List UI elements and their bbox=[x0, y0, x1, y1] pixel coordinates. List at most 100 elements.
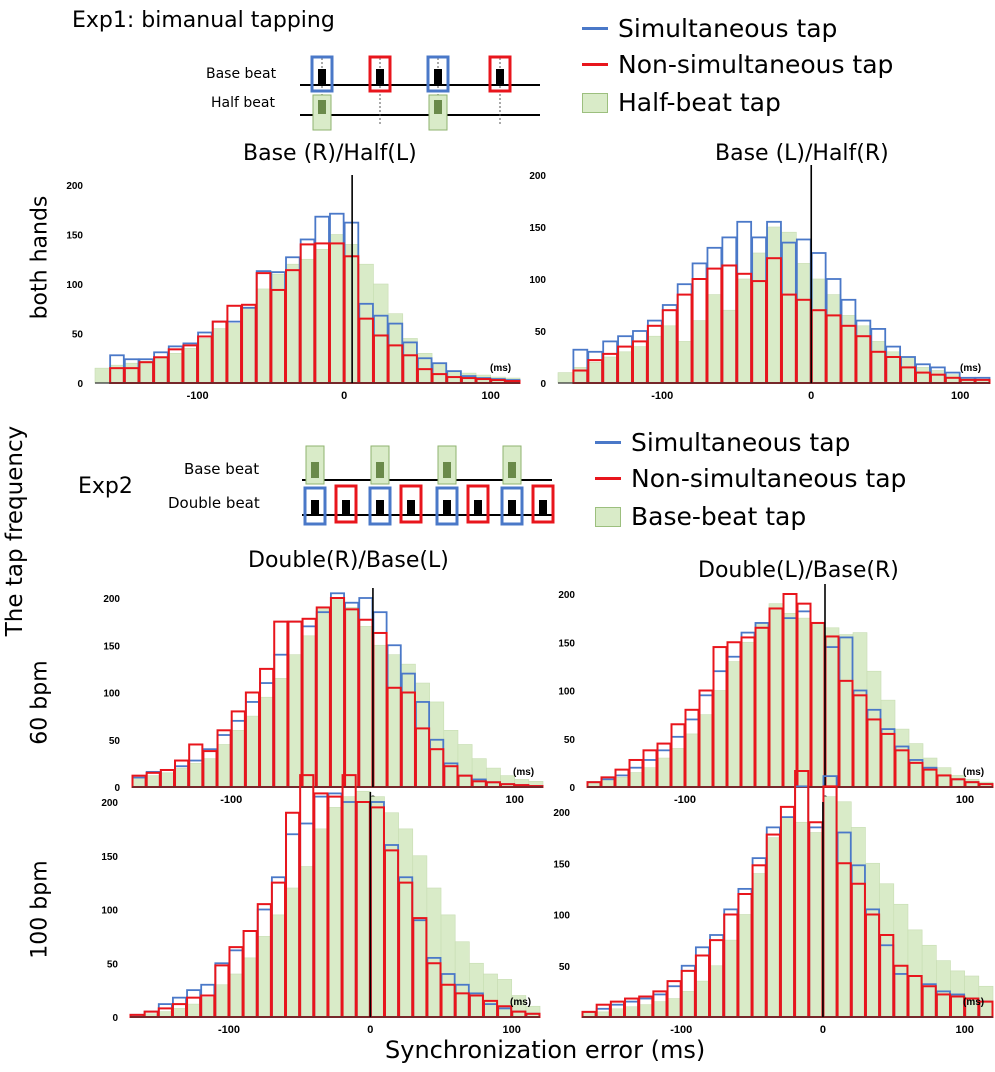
bar-shaded bbox=[780, 816, 795, 1018]
bar-shaded bbox=[299, 258, 316, 384]
bar-shaded bbox=[94, 367, 110, 384]
bar-shaded bbox=[610, 1008, 625, 1018]
exp1-legend-simultaneous: Simultaneous tap bbox=[582, 14, 837, 43]
bar-shaded bbox=[936, 767, 952, 788]
bar-shaded bbox=[131, 777, 147, 788]
bar-shaded bbox=[930, 370, 946, 384]
bar-shaded bbox=[721, 309, 738, 384]
bar-shaded bbox=[684, 733, 700, 788]
bar-shaded bbox=[230, 729, 246, 788]
bar-shaded bbox=[327, 807, 343, 1018]
simultaneous-box bbox=[435, 486, 459, 526]
bar-shaded bbox=[301, 635, 317, 788]
bar-shaded bbox=[370, 796, 385, 1018]
x-tick-label: -100 bbox=[674, 794, 696, 806]
tap-mark bbox=[311, 500, 319, 516]
y-tick-label: 100 bbox=[103, 689, 120, 700]
bar-shaded bbox=[214, 984, 230, 1018]
unit-label: (ms) bbox=[510, 997, 531, 1008]
bar-shaded bbox=[160, 772, 175, 788]
y-tick-label: 100 bbox=[558, 687, 575, 698]
bar-shaded bbox=[893, 903, 909, 1018]
bar-shaded bbox=[894, 728, 910, 788]
bar-shaded bbox=[271, 914, 286, 1018]
bar-shaded bbox=[808, 832, 824, 1018]
unit-label: (ms) bbox=[963, 767, 984, 778]
legend-blue-line-icon bbox=[582, 27, 608, 30]
base-beat-tap-mark bbox=[443, 462, 451, 478]
bar-shaded bbox=[870, 341, 887, 384]
exp1-title: Exp1: bimanual tapping bbox=[72, 8, 335, 33]
bar-shaded bbox=[145, 775, 161, 788]
bar-shaded bbox=[172, 1008, 187, 1018]
bar-shaded bbox=[287, 654, 303, 788]
histogram-panel-5: 0 50 100 150 200 -100 0 100 (ms) bbox=[101, 774, 541, 1036]
legend-green-box-icon bbox=[582, 92, 608, 113]
bar-shaded bbox=[285, 887, 300, 1018]
exp2-legend-basebeat: Base-beat tap bbox=[595, 502, 806, 531]
half-beat-tap-mark bbox=[318, 100, 326, 114]
x-tick-label: 0 bbox=[808, 390, 814, 402]
tap-mark bbox=[376, 69, 384, 85]
simultaneous-box bbox=[426, 55, 450, 93]
tap-mark bbox=[318, 69, 326, 85]
bar-shaded bbox=[824, 627, 840, 788]
bar-shaded bbox=[211, 328, 228, 384]
y-tick-label: 200 bbox=[553, 808, 570, 819]
exp2-legend-simultaneous: Simultaneous tap bbox=[595, 428, 850, 457]
unit-label: (ms) bbox=[960, 363, 981, 374]
x-tick-label: 100 bbox=[505, 794, 523, 806]
bar-shaded bbox=[330, 597, 345, 788]
bar-shaded bbox=[440, 914, 456, 1018]
exp1-legend-nonsimultaneous: Non-simultaneous tap bbox=[582, 50, 893, 79]
bar-shaded bbox=[426, 887, 442, 1018]
y-tick-label: 50 bbox=[564, 735, 576, 746]
bar-shaded bbox=[600, 778, 616, 788]
bar-shaded bbox=[471, 758, 487, 788]
bar-shaded bbox=[628, 772, 644, 788]
x-tick-label: -100 bbox=[218, 1024, 240, 1036]
x-tick-label: -100 bbox=[670, 1024, 692, 1036]
bar-shaded bbox=[709, 965, 725, 1018]
y-tick-label: 150 bbox=[529, 223, 546, 234]
bar-shaded bbox=[680, 991, 696, 1018]
panel-title-1: Base (R)/Half(L) bbox=[243, 141, 417, 166]
bar-shaded bbox=[242, 957, 258, 1018]
bar-shaded bbox=[384, 812, 399, 1018]
panel-title-2: Base (L)/Half(R) bbox=[715, 141, 889, 166]
bar-shaded bbox=[676, 341, 693, 384]
bar-shaded bbox=[766, 226, 782, 384]
bar-shaded bbox=[751, 873, 767, 1018]
bar-shaded bbox=[486, 767, 501, 788]
x-tick-label: -100 bbox=[187, 390, 209, 402]
bar-shaded bbox=[255, 288, 272, 384]
bar-shaded bbox=[341, 796, 357, 1018]
y-tick-label: 200 bbox=[558, 590, 575, 601]
exp2-beat-diagram bbox=[302, 445, 555, 526]
histogram-panel-2: 0 50 100 150 200 -100 0 100 (ms) bbox=[529, 165, 991, 402]
tap-mark bbox=[407, 500, 415, 516]
half-beat-tap-mark bbox=[434, 100, 442, 114]
panel-title-4: Double(L)/Base(R) bbox=[698, 558, 899, 583]
bar-shaded bbox=[226, 323, 242, 384]
bar-shaded bbox=[186, 1003, 201, 1018]
y-tick-label: 0 bbox=[112, 1013, 118, 1024]
y-tick-label: 0 bbox=[114, 783, 120, 794]
bar-shaded bbox=[412, 855, 428, 1018]
bar-shaded bbox=[825, 294, 842, 384]
bar-shaded bbox=[124, 362, 140, 384]
x-tick-label: 100 bbox=[503, 1024, 521, 1036]
bar-shaded bbox=[355, 790, 371, 1018]
bar-shaded bbox=[921, 944, 937, 1018]
y-tick-label: 200 bbox=[103, 594, 120, 605]
base-beat-tap-mark bbox=[311, 462, 319, 478]
nonsimultaneous-box bbox=[531, 484, 555, 524]
y-tick-label: 50 bbox=[72, 330, 84, 341]
bar-shaded bbox=[810, 278, 827, 384]
bar-shaded bbox=[936, 960, 951, 1018]
bar-shaded bbox=[329, 234, 345, 384]
bar-shaded bbox=[754, 622, 770, 788]
bar-shaded bbox=[315, 607, 331, 788]
